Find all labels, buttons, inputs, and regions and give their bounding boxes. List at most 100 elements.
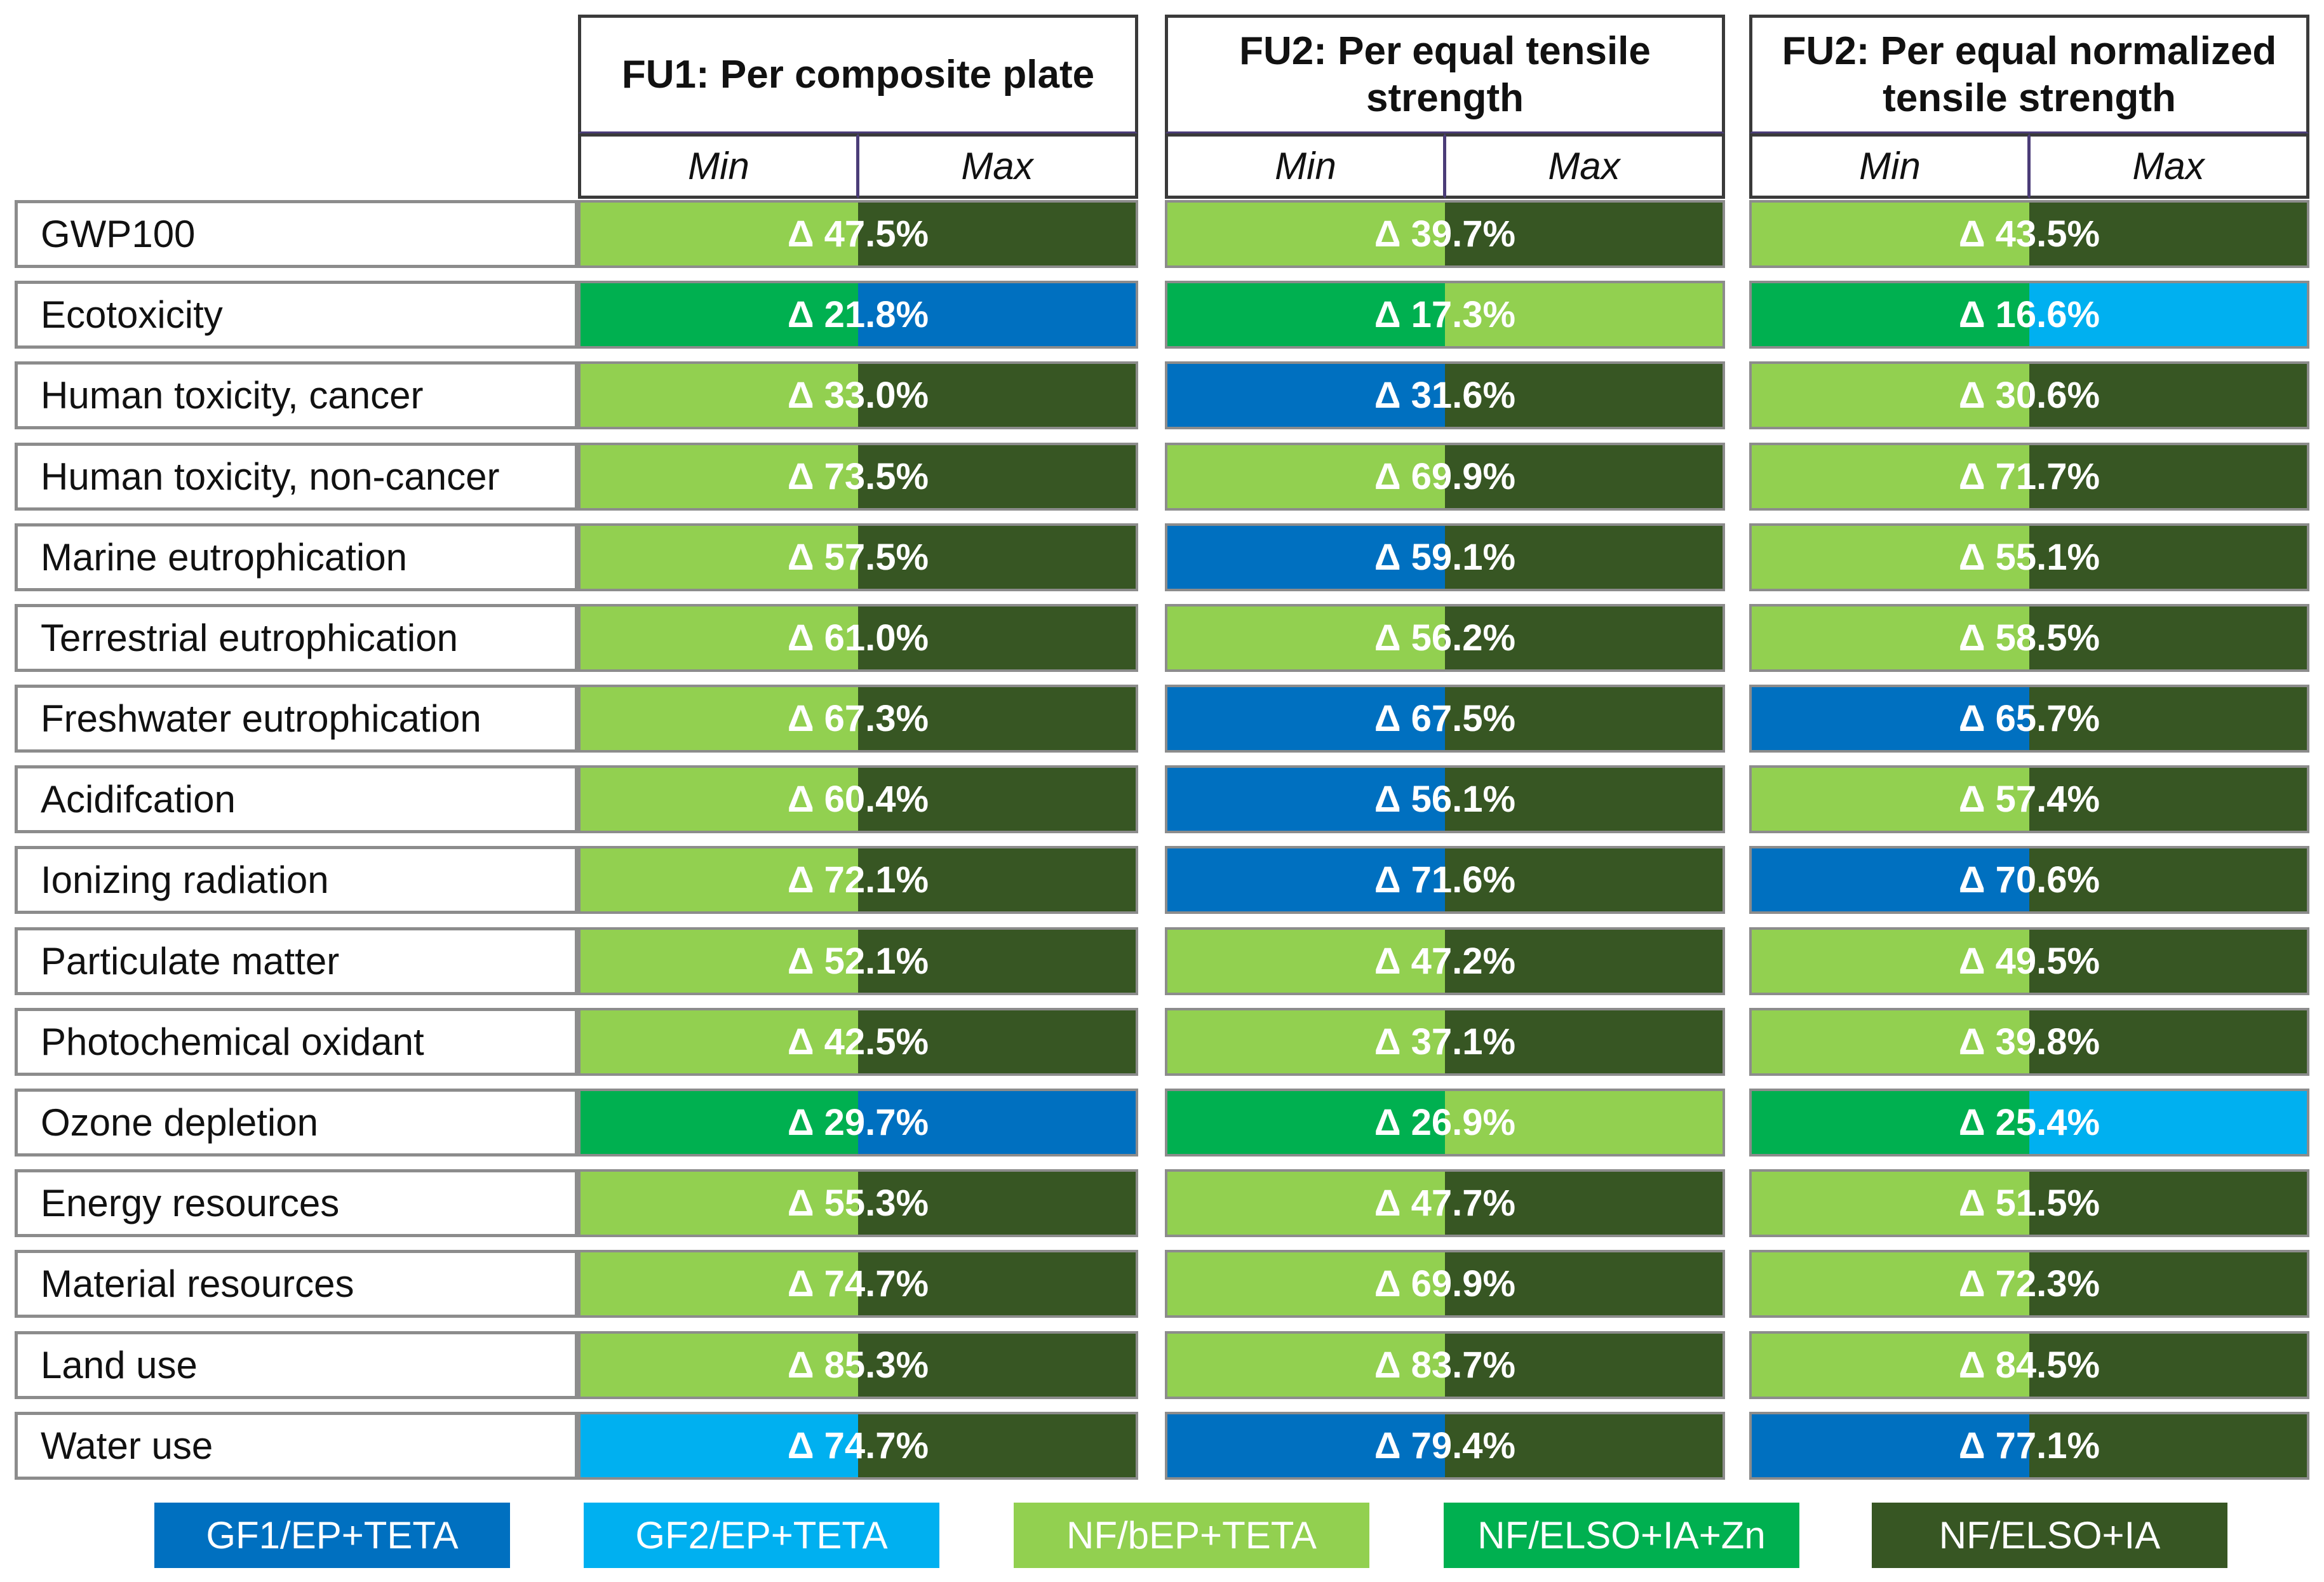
row-label: Human toxicity, cancer (15, 361, 578, 429)
min-color-block (581, 445, 858, 508)
min-color-block (1167, 1334, 1445, 1397)
min-color-block (1167, 364, 1445, 427)
delta-value: Δ 52.1% (787, 941, 929, 982)
row-label: Land use (15, 1331, 578, 1399)
max-color-block (2029, 445, 2307, 508)
max-color-block (858, 768, 1136, 831)
max-color-block (1445, 364, 1723, 427)
result-cell: Δ 58.5% (1749, 604, 2309, 672)
max-color-block (1445, 203, 1723, 265)
min-color-block (1752, 1334, 2029, 1397)
result-cell: Δ 21.8% (578, 281, 1138, 349)
delta-value: Δ 83.7% (1374, 1344, 1516, 1386)
max-color-block (2029, 768, 2307, 831)
delta-value: Δ 39.7% (1374, 213, 1516, 255)
min-color-block (581, 1334, 858, 1397)
delta-value: Δ 55.3% (787, 1183, 929, 1224)
result-cell: Δ 83.7% (1165, 1331, 1725, 1399)
header-text: FU1: Per composite plate (622, 51, 1094, 98)
max-color-block (858, 607, 1136, 669)
header-text: FU2: Per equal normalized tensile strengt… (1782, 28, 2277, 122)
delta-value: Δ 67.5% (1374, 698, 1516, 739)
delta-value: Δ 31.6% (1374, 375, 1516, 416)
delta-value: Δ 77.1% (1958, 1425, 2100, 1466)
result-cell: Δ 79.4% (1165, 1412, 1725, 1480)
delta-value: Δ 47.2% (1374, 941, 1516, 982)
header-line-1: FU1: Per composite plate (621, 52, 1095, 97)
min-color-block (1167, 1010, 1445, 1073)
max-color-block (2029, 203, 2307, 265)
delta-value: Δ 61.0% (787, 617, 929, 659)
delta-value: Δ 37.1% (1374, 1021, 1516, 1062)
min-color-block (581, 1172, 858, 1235)
result-cell: Δ 51.5% (1749, 1169, 2309, 1237)
min-color-block (581, 687, 858, 750)
max-color-block (2029, 1252, 2307, 1315)
min-color-block (1167, 1252, 1445, 1315)
max-color-block (1445, 526, 1723, 589)
max-color-block (1445, 1091, 1723, 1154)
delta-value: Δ 58.5% (1958, 617, 2100, 659)
legend-item: GF2/EP+TETA (584, 1503, 939, 1568)
delta-value: Δ 47.7% (1374, 1183, 1516, 1224)
result-cell: Δ 37.1% (1165, 1008, 1725, 1076)
min-color-block (581, 1010, 858, 1073)
min-color-block (1167, 526, 1445, 589)
result-cell: Δ 73.5% (578, 443, 1138, 511)
delta-value: Δ 59.1% (1374, 537, 1516, 578)
min-color-block (581, 526, 858, 589)
min-subheader: Min (578, 133, 858, 199)
result-cell: Δ 61.0% (578, 604, 1138, 672)
delta-value: Δ 49.5% (1958, 941, 2100, 982)
result-cell: Δ 47.7% (1165, 1169, 1725, 1237)
delta-value: Δ 65.7% (1958, 698, 2100, 739)
min-color-block (1167, 930, 1445, 993)
min-subheader: Min (1749, 133, 2029, 199)
header-line-2: strength (1366, 76, 1524, 120)
result-cell: Δ 17.3% (1165, 281, 1725, 349)
min-color-block (581, 283, 858, 346)
row-label: Water use (15, 1412, 578, 1480)
column-group-header: FU1: Per composite plate (578, 15, 1138, 133)
min-color-block (1167, 203, 1445, 265)
min-subheader: Min (1165, 133, 1445, 199)
max-color-block (1445, 1414, 1723, 1477)
column-group-header: FU2: Per equal normalized tensile strengt… (1749, 15, 2309, 133)
max-color-block (1445, 445, 1723, 508)
min-color-block (581, 768, 858, 831)
max-subheader: Max (858, 133, 1138, 199)
result-cell: Δ 67.3% (578, 685, 1138, 753)
max-color-block (858, 1010, 1136, 1073)
result-cell: Δ 71.6% (1165, 846, 1725, 914)
row-label: Ecotoxicity (15, 281, 578, 349)
min-color-block (581, 607, 858, 669)
result-cell: Δ 77.1% (1749, 1412, 2309, 1480)
result-cell: Δ 55.3% (578, 1169, 1138, 1237)
max-color-block (2029, 1010, 2307, 1073)
result-cell: Δ 30.6% (1749, 361, 2309, 429)
delta-value: Δ 17.3% (1374, 294, 1516, 335)
row-label: Terrestrial eutrophication (15, 604, 578, 672)
row-label: Ozone depletion (15, 1089, 578, 1156)
delta-value: Δ 60.4% (787, 779, 929, 820)
delta-value: Δ 16.6% (1958, 294, 2100, 335)
delta-value: Δ 72.1% (787, 859, 929, 901)
max-color-block (858, 526, 1136, 589)
min-color-block (1167, 283, 1445, 346)
result-cell: Δ 67.5% (1165, 685, 1725, 753)
delta-value: Δ 21.8% (787, 294, 929, 335)
min-color-block (581, 1091, 858, 1154)
delta-value: Δ 69.9% (1374, 456, 1516, 497)
result-cell: Δ 25.4% (1749, 1089, 2309, 1156)
delta-value: Δ 85.3% (787, 1344, 929, 1386)
row-label: Marine eutrophication (15, 523, 578, 591)
min-color-block (581, 203, 858, 265)
max-color-block (858, 283, 1136, 346)
result-cell: Δ 31.6% (1165, 361, 1725, 429)
min-color-block (1752, 687, 2029, 750)
max-color-block (2029, 607, 2307, 669)
result-cell: Δ 84.5% (1749, 1331, 2309, 1399)
result-cell: Δ 39.8% (1749, 1008, 2309, 1076)
result-cell: Δ 56.2% (1165, 604, 1725, 672)
min-color-block (1167, 848, 1445, 911)
